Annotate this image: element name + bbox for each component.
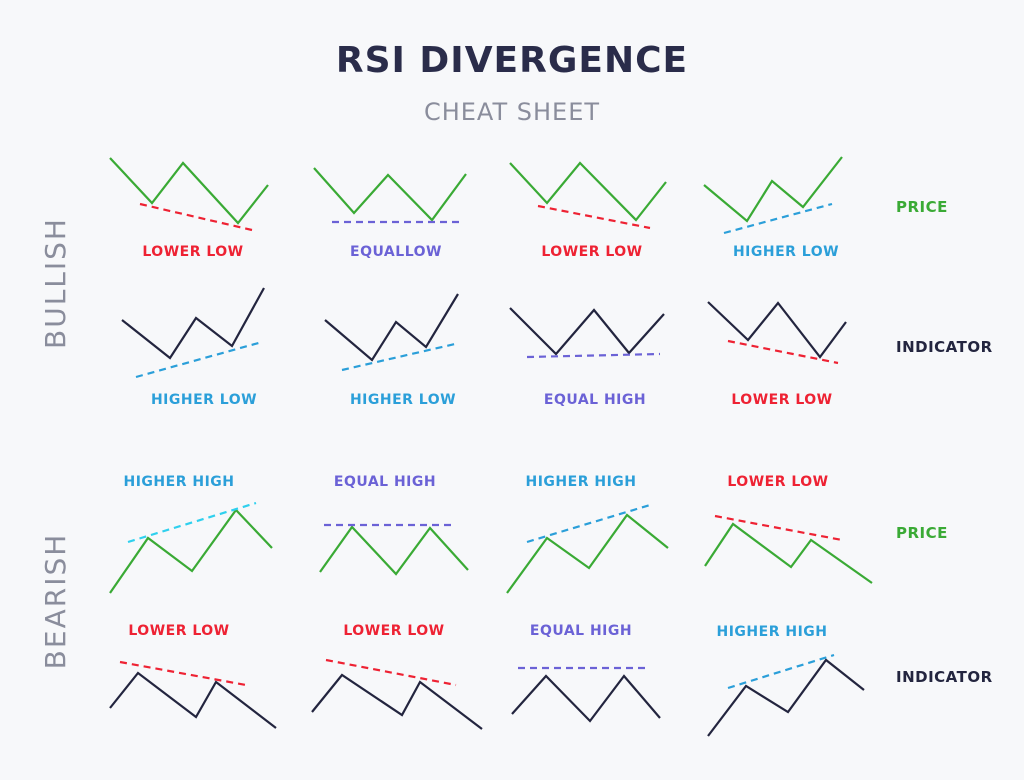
bullish-price-tag-2: EQUALLOW xyxy=(350,244,442,260)
bearish-indicator-line-1 xyxy=(109,671,277,729)
bearish-indicator-row-label: INDICATOR xyxy=(896,668,993,686)
bullish-indicator-tag-2: HIGHER LOW xyxy=(349,392,457,408)
bearish-section-label: BEARISH xyxy=(39,532,72,670)
bullish-price-line-1 xyxy=(109,157,269,225)
bearish-price-line-2 xyxy=(319,525,469,576)
bearish-price-trend-1 xyxy=(127,501,257,544)
bullish-indicator-line-1 xyxy=(121,287,265,360)
bullish-indicator-trend-3 xyxy=(526,352,661,359)
bearish-indicator-tag-4: HIGHER HIGH xyxy=(716,624,828,640)
bullish-price-trend-4 xyxy=(723,202,833,235)
bullish-price-tag-4: HIGHER LOW xyxy=(732,244,840,260)
bullish-indicator-line-2 xyxy=(324,293,459,362)
bullish-price-trend-1 xyxy=(139,202,253,232)
bullish-indicator-trend-2 xyxy=(341,342,456,372)
bullish-indicator-row-label: INDICATOR xyxy=(896,338,993,356)
bullish-indicator-trend-4 xyxy=(727,339,839,365)
bearish-indicator-line-4 xyxy=(707,658,865,737)
bearish-price-tag-2: EQUAL HIGH xyxy=(333,474,437,490)
bearish-indicator-trend-1 xyxy=(119,660,247,687)
bullish-price-line-2 xyxy=(313,167,467,222)
bullish-price-row-label: PRICE xyxy=(896,198,948,216)
bullish-indicator-line-3 xyxy=(509,307,665,356)
bearish-indicator-line-3 xyxy=(511,674,661,723)
bullish-indicator-line-4 xyxy=(707,301,847,359)
bearish-indicator-trend-2 xyxy=(325,658,457,687)
bearish-price-tag-4: LOWER LOW xyxy=(727,474,829,490)
bullish-price-tag-1: LOWER LOW xyxy=(142,244,244,260)
bullish-price-line-3 xyxy=(509,161,667,222)
bullish-section-label: BULLISH xyxy=(39,217,72,349)
bearish-price-trend-3 xyxy=(526,503,651,544)
page-title: RSI DIVERGENCE xyxy=(335,40,689,81)
bullish-indicator-tag-4: LOWER LOW xyxy=(731,392,833,408)
bearish-indicator-tag-1: LOWER LOW xyxy=(128,623,230,639)
bearish-price-tag-3: HIGHER HIGH xyxy=(525,474,637,490)
bearish-price-trend-4 xyxy=(714,514,843,542)
bearish-indicator-tag-2: LOWER LOW xyxy=(343,623,445,639)
page-subtitle: CHEAT SHEET xyxy=(423,98,601,126)
bearish-price-tag-1: HIGHER HIGH xyxy=(123,474,235,490)
bullish-price-tag-3: LOWER LOW xyxy=(541,244,643,260)
bearish-price-row-label: PRICE xyxy=(896,524,948,542)
bullish-indicator-tag-1: HIGHER LOW xyxy=(150,392,258,408)
bearish-indicator-trend-4 xyxy=(727,653,835,690)
bullish-indicator-trend-1 xyxy=(135,340,263,379)
bullish-indicator-tag-3: EQUAL HIGH xyxy=(543,392,647,408)
bearish-price-line-1 xyxy=(109,508,273,594)
bearish-indicator-tag-3: EQUAL HIGH xyxy=(529,623,633,639)
bearish-indicator-line-2 xyxy=(311,673,483,730)
bearish-price-line-3 xyxy=(506,513,669,594)
bearish-price-line-4 xyxy=(704,522,873,584)
bullish-price-line-4 xyxy=(703,156,843,223)
